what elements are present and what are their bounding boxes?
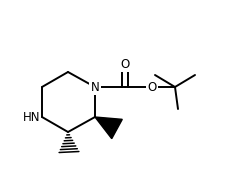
Text: O: O xyxy=(147,80,156,94)
Text: O: O xyxy=(120,58,129,71)
Text: N: N xyxy=(90,80,99,94)
Polygon shape xyxy=(95,117,122,139)
Text: HN: HN xyxy=(22,110,40,123)
